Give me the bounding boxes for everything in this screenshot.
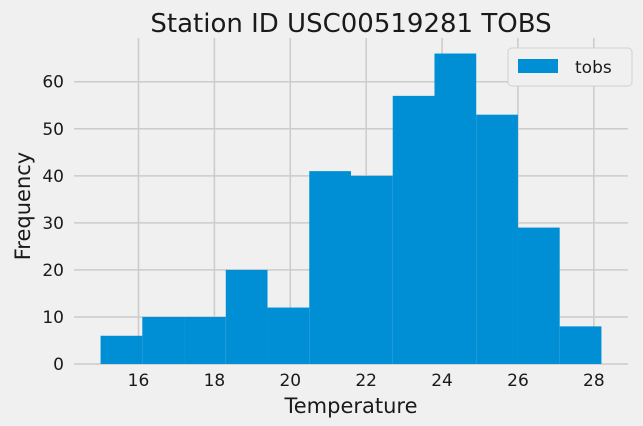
y-tick-label-30: 30: [42, 214, 64, 234]
x-tick-label-26: 26: [507, 371, 529, 391]
legend: tobs: [507, 47, 633, 87]
histogram-bar-1: [142, 316, 185, 364]
histogram-bar-3: [225, 269, 268, 364]
histogram-bar-0: [100, 335, 143, 364]
y-tick-label-20: 20: [42, 261, 64, 281]
x-tick-label-18: 18: [204, 371, 226, 391]
x-tick-label-16: 16: [128, 371, 150, 391]
histogram-bars: [100, 53, 602, 365]
histogram-bar-11: [559, 326, 602, 364]
histogram-bar-7: [392, 95, 435, 364]
y-tick-label-40: 40: [42, 167, 64, 187]
x-tick-label-28: 28: [583, 371, 605, 391]
legend-box: [507, 47, 633, 87]
x-tick-label-24: 24: [431, 371, 453, 391]
x-tick-label-22: 22: [355, 371, 377, 391]
histogram-bar-8: [434, 53, 477, 365]
histogram-bar-10: [517, 227, 560, 364]
histogram-bar-9: [476, 114, 518, 364]
y-tick-label-60: 60: [42, 73, 64, 93]
y-tick-label-50: 50: [42, 120, 64, 140]
histogram-bar-5: [309, 171, 351, 364]
x-tick-label-20: 20: [279, 371, 301, 391]
tick-labels: 16 18 20 22 24 26 28 0 10 20 30 40 50 60: [42, 73, 604, 391]
histogram-bar-2: [184, 316, 226, 364]
y-tick-label-0: 0: [53, 355, 64, 375]
chart-title: Station ID USC00519281 TOBS: [150, 9, 551, 39]
y-tick-label-10: 10: [42, 308, 64, 328]
histogram-bar-4: [267, 307, 310, 364]
histogram-bar-6: [351, 175, 393, 364]
x-axis-label: Temperature: [283, 394, 417, 418]
legend-swatch: [518, 59, 558, 73]
y-axis-label: Frequency: [11, 152, 35, 261]
legend-label-tobs: tobs: [575, 58, 612, 78]
